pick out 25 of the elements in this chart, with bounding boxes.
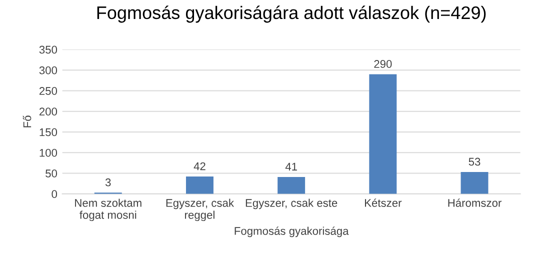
data-label: 42 (194, 162, 206, 170)
data-label: 290 (374, 60, 392, 68)
x-tick-label: Egyszer, csak reggel (166, 198, 234, 222)
y-tick-label: 50 (46, 170, 58, 178)
x-tick-label: Kétszer (365, 198, 402, 207)
y-axis-title: Fő (22, 116, 32, 128)
data-label: 53 (468, 158, 480, 166)
y-tick-label: 250 (39, 87, 58, 95)
y-tick-label: 200 (39, 108, 58, 116)
x-tick-label: Nem szoktam fogat mosni (75, 198, 142, 222)
y-tick-label: 300 (39, 66, 58, 74)
y-tick-label: 0 (52, 190, 58, 198)
chart-title: Fogmosás gyakoriságára adott válaszok (n=429) (97, 6, 486, 23)
bar (460, 172, 488, 194)
bar (369, 74, 397, 194)
y-tick-label: 150 (40, 128, 58, 136)
bar (186, 176, 214, 194)
x-tick-label: Egyszer, csak este (246, 198, 338, 210)
data-label: 41 (285, 162, 297, 170)
bar (278, 176, 306, 194)
data-label: 3 (105, 178, 111, 186)
y-tick-label: 100 (40, 148, 58, 157)
y-tick-label: 350 (39, 46, 58, 54)
x-axis-title: Fogmosás gyakorisága (234, 226, 349, 238)
x-tick-label: Háromszor (448, 198, 502, 207)
